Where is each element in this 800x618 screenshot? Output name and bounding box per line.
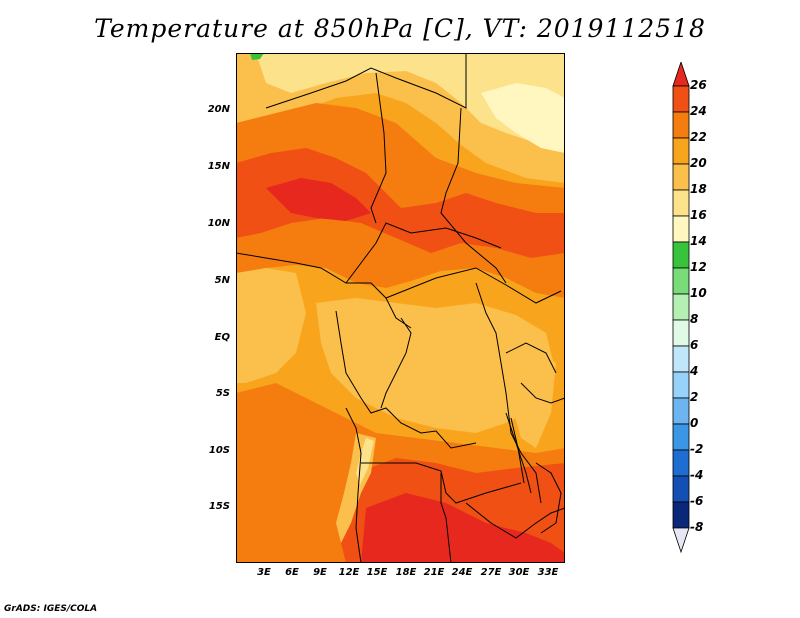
map-frame — [236, 53, 565, 563]
field-sahel-warm — [236, 103, 565, 298]
field-north-cooler — [256, 53, 565, 148]
lon-tick-label: 30E — [508, 567, 530, 578]
lon-tick-label: 33E — [537, 567, 559, 578]
colorbar-label: -2 — [690, 442, 704, 456]
lat-tick-label: EQ — [214, 332, 230, 343]
colorbar-swatch — [672, 267, 690, 295]
lon-tick-label: 9E — [313, 567, 327, 578]
chart-title: Temperature at 850hPa [C], VT: 201911251… — [94, 14, 706, 43]
colorbar-swatch — [672, 85, 690, 113]
colorbar-swatch — [672, 371, 690, 399]
colorbar-label: 24 — [690, 104, 707, 118]
colorbar-label: -8 — [690, 520, 704, 534]
field-equator-cool — [316, 298, 556, 433]
lon-tick-label: 12E — [338, 567, 360, 578]
map-canvas — [236, 53, 565, 563]
lon-tick-label: 24E — [451, 567, 473, 578]
colorbar-swatch — [672, 137, 690, 165]
colorbar-label: 0 — [690, 416, 699, 430]
colorbar-swatch — [672, 189, 690, 217]
colorbar-swatch — [672, 449, 690, 477]
lat-tick-label: 15N — [207, 161, 230, 172]
colorbar-swatch — [672, 501, 690, 529]
political-borders — [236, 53, 565, 563]
colorbar-swatch — [672, 423, 690, 451]
colorbar-swatch — [672, 293, 690, 321]
lat-tick-label: 15S — [208, 501, 230, 512]
field-sw-coast-cooler — [356, 438, 374, 485]
colorbar-label: -6 — [690, 494, 704, 508]
field-sahel-hottest — [266, 178, 371, 221]
colorbar-label: 4 — [690, 364, 699, 378]
field-east-highlands — [506, 348, 556, 448]
temperature-map — [236, 53, 565, 563]
colorbar-label: 18 — [690, 182, 707, 196]
colorbar-label: 12 — [690, 260, 707, 274]
field-south-hottest — [361, 493, 565, 563]
colorbar-label: 8 — [690, 312, 699, 326]
colorbar-swatch — [672, 397, 690, 425]
colorbar-swatch — [672, 111, 690, 139]
lon-tick-label: 6E — [285, 567, 299, 578]
colorbar-label: 14 — [690, 234, 707, 248]
lon-tick-label: 18E — [395, 567, 417, 578]
colorbar-label: 16 — [690, 208, 707, 222]
colorbar-label: 20 — [690, 156, 707, 170]
lat-tick-label: 10N — [207, 218, 230, 229]
colorbar-label: 22 — [690, 130, 707, 144]
colorbar-label: -4 — [690, 468, 704, 482]
colorbar-swatch — [672, 241, 690, 269]
colorbar-top-arrow — [672, 60, 690, 87]
colorbar-label: 2 — [690, 390, 699, 404]
lat-tick-label: 20N — [207, 104, 230, 115]
colorbar-swatch — [672, 475, 690, 503]
colorbar-swatch — [672, 319, 690, 347]
colorbar-swatches — [672, 60, 690, 554]
lon-tick-label: 3E — [257, 567, 271, 578]
colorbar-swatch — [672, 345, 690, 373]
colorbar — [672, 60, 690, 562]
lat-tick-label: 10S — [208, 445, 230, 456]
lon-tick-label: 27E — [480, 567, 502, 578]
field-north-green — [250, 53, 264, 60]
field-sahel-hot — [236, 148, 565, 258]
lon-tick-label: 15E — [366, 567, 388, 578]
colorbar-swatch — [672, 163, 690, 191]
lat-tick-label: 5S — [215, 388, 230, 399]
colorbar-swatch — [672, 215, 690, 243]
colorbar-label: 6 — [690, 338, 699, 352]
colorbar-bottom-arrow — [672, 527, 690, 554]
colorbar-label: 26 — [690, 78, 707, 92]
field-northeast-cool — [481, 83, 565, 153]
credit-text: GrADS: IGES/COLA — [4, 604, 98, 614]
field-coast-cool — [236, 268, 306, 383]
lon-tick-label: 21E — [423, 567, 445, 578]
colorbar-label: 10 — [690, 286, 707, 300]
lat-tick-label: 5N — [214, 275, 230, 286]
